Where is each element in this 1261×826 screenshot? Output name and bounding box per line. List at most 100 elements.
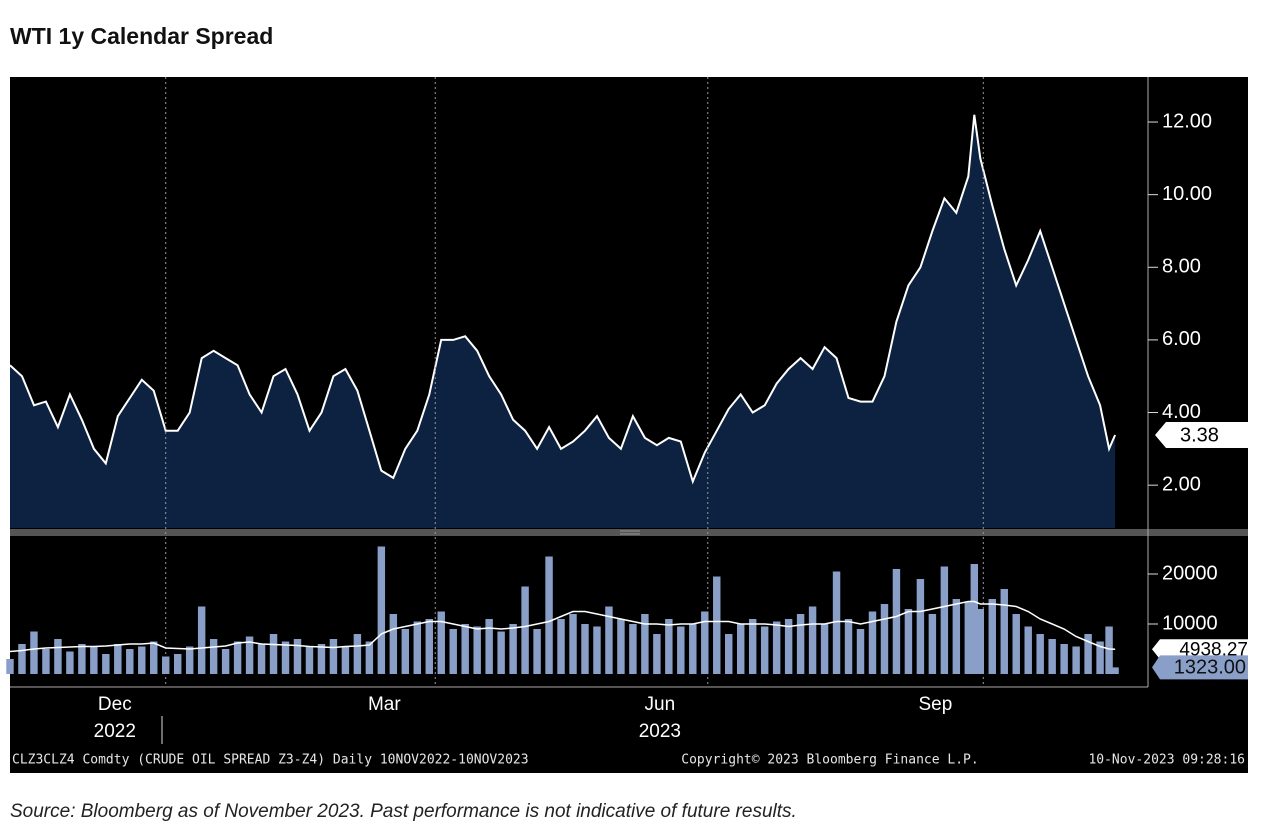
year-label: 2022 [94,721,136,742]
bar [18,644,26,674]
bar [209,639,218,674]
bar [653,634,661,674]
bar [269,634,278,674]
bar [90,646,98,674]
last-value-label: 1323.00 [1174,657,1246,679]
footer-left: CLZ3CLZ4 Comdty (CRUDE OIL SPREAD Z3-Z4)… [12,753,529,768]
y-tick-label: 10.00 [1162,183,1212,205]
bar [784,619,793,674]
bar [162,656,170,674]
year-label: 2023 [639,721,681,742]
bar [485,619,493,674]
bar [281,641,290,674]
bar [665,619,673,674]
bar [641,614,649,674]
bar [569,614,577,674]
bar [748,619,757,674]
bar [868,611,877,674]
bar [1060,644,1068,674]
bar [928,614,937,674]
chart-title: WTI 1y Calendar Spread [10,23,273,49]
last-value-box [1152,639,1248,660]
bar [964,601,973,674]
bar [1036,634,1044,674]
bar [617,619,625,674]
bar [844,619,853,674]
bar [197,606,206,674]
bar [605,606,613,674]
bar [473,626,481,674]
bar [245,636,254,674]
bar [257,644,266,674]
bar [856,629,865,674]
bar [54,639,62,674]
bar [1048,639,1056,674]
bar [629,624,637,674]
x-tick-label: Sep [918,694,952,715]
bar [1084,634,1092,674]
bar [713,576,721,674]
x-tick-label: Jun [645,694,676,715]
bar [970,564,979,674]
x-tick-label: Mar [368,694,401,715]
bar [233,641,242,674]
bar [353,634,362,674]
bar [305,646,314,674]
bar [449,629,457,674]
bar [341,646,350,674]
y-tick-label: 8.00 [1162,256,1201,278]
bar [497,631,505,674]
bar [6,659,14,674]
bar [736,624,745,674]
bar [1072,646,1080,674]
bar [509,624,517,674]
bar [437,611,445,674]
bar [365,641,374,674]
last-value-box [1152,655,1248,680]
last-value-label: 4938.27 [1179,639,1248,660]
bar [521,586,529,674]
bar [138,646,146,674]
bar [760,626,769,674]
y-tick-label: 6.00 [1162,328,1201,350]
bar [1096,641,1104,674]
bar [150,641,158,674]
bar [102,654,110,674]
bar [952,599,961,674]
bar [293,639,302,674]
bar [425,619,433,674]
bar [1012,614,1020,674]
bar [976,609,985,674]
bar [772,621,781,674]
bar [832,571,841,674]
area-fill [10,114,1116,529]
bar [593,626,601,674]
bar [545,556,553,674]
bar [221,649,230,674]
bar [329,639,338,674]
bar [1111,667,1119,674]
bar [677,626,685,674]
panel-divider [10,529,1248,536]
bar [1000,589,1008,674]
bar [689,624,697,674]
bar [126,649,134,674]
bar [808,606,817,674]
y-tick-label: 2.00 [1162,473,1201,495]
y-tick-label: 12.00 [1162,110,1212,132]
bar [413,621,422,674]
bar [725,634,733,674]
bar [880,604,889,674]
bar [377,546,386,674]
source-note: Source: Bloomberg as of November 2023. P… [10,801,797,822]
bar [820,624,829,674]
x-tick-label: Dec [98,694,132,715]
bar [1105,626,1113,674]
bar [42,649,50,674]
last-value-box [1155,422,1248,449]
line [9,114,1117,485]
bar [317,644,326,674]
bar [796,614,805,674]
